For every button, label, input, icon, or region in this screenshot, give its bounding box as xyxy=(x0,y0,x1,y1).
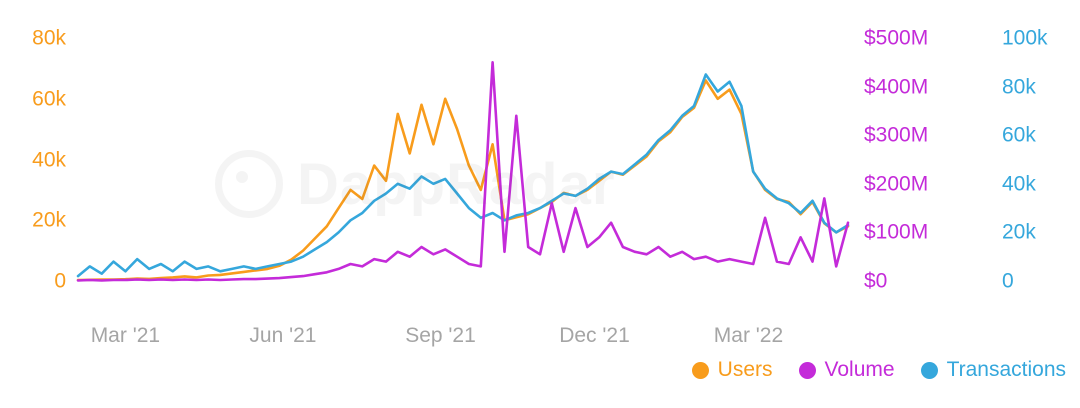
y-axis-volume-tick: $400M xyxy=(864,75,929,99)
y-axis-volume-tick: $200M xyxy=(864,172,929,196)
x-axis-tick: Jun '21 xyxy=(249,324,317,347)
y-axis-transactions-tick: 0 xyxy=(1002,269,1014,293)
y-axis-users-tick: 40k xyxy=(32,148,66,171)
x-axis-tick: Mar '21 xyxy=(90,324,161,347)
y-axis-volume-tick: $500M xyxy=(864,26,929,50)
series-line-volume xyxy=(76,60,850,282)
legend-item-volume[interactable]: Volume xyxy=(798,358,895,382)
legend-label-users: Users xyxy=(717,358,773,381)
legend-item-transactions[interactable]: Transactions xyxy=(920,358,1066,382)
y-axis-transactions-tick: 100k xyxy=(1002,26,1048,50)
y-axis-volume-tick: $100M xyxy=(864,220,929,244)
series-line-transactions xyxy=(76,73,850,278)
y-axis-users-tick: 0 xyxy=(54,269,66,293)
y-axis-users-tick: 60k xyxy=(32,87,66,111)
transactions-legend-dot-icon xyxy=(920,361,938,379)
legend-label-volume: Volume xyxy=(824,358,895,381)
y-axis-transactions-tick: 40k xyxy=(1002,172,1036,196)
users-legend-dot-icon xyxy=(691,361,709,379)
y-axis-volume-tick: $300M xyxy=(864,123,929,147)
y-axis-transactions-tick: 60k xyxy=(1002,123,1036,147)
x-axis-tick: Sep '21 xyxy=(405,324,476,347)
y-axis-users-tick: 20k xyxy=(32,208,66,232)
series-line-users xyxy=(76,79,850,282)
x-axis-tick: Mar '22 xyxy=(713,324,784,347)
volume-legend-dot-icon xyxy=(798,361,816,379)
y-axis-transactions-tick: 80k xyxy=(1002,75,1036,99)
y-axis-transactions-tick: 20k xyxy=(1002,220,1036,244)
y-axis-volume-tick: $0 xyxy=(864,269,888,293)
x-axis-tick: Dec '21 xyxy=(559,324,630,347)
legend: Users Volume Transactions xyxy=(691,358,1066,382)
legend-item-users[interactable]: Users xyxy=(691,358,773,382)
y-axis-users-tick: 80k xyxy=(32,26,66,50)
legend-label-transactions: Transactions xyxy=(946,358,1066,381)
